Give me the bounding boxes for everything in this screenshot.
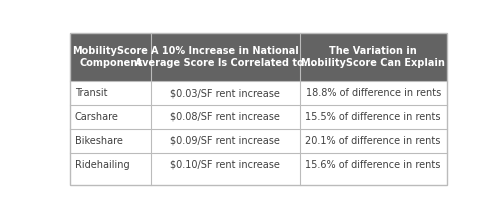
Bar: [70, 153, 151, 177]
Text: The Variation in
MobilityScore Can Explain: The Variation in MobilityScore Can Expla…: [301, 46, 445, 68]
Text: $0.09/SF rent increase: $0.09/SF rent increase: [170, 136, 280, 146]
Text: 18.8% of difference in rents: 18.8% of difference in rents: [305, 88, 441, 98]
Bar: [70, 81, 151, 105]
Bar: [151, 153, 300, 177]
Bar: [70, 105, 151, 129]
Text: A 10% Increase in National
Average Score Is Correlated to...: A 10% Increase in National Average Score…: [136, 46, 316, 68]
Bar: [70, 33, 151, 81]
Text: MobilityScore
Component: MobilityScore Component: [73, 46, 149, 68]
Bar: [300, 105, 447, 129]
Bar: [151, 81, 300, 105]
Text: Bikeshare: Bikeshare: [75, 136, 122, 146]
Bar: [300, 33, 447, 81]
Text: Carshare: Carshare: [75, 112, 118, 122]
Bar: [300, 153, 447, 177]
Bar: [151, 105, 300, 129]
Bar: [300, 81, 447, 105]
Bar: [151, 129, 300, 153]
Text: 20.1% of difference in rents: 20.1% of difference in rents: [305, 136, 441, 146]
Text: 15.6% of difference in rents: 15.6% of difference in rents: [305, 160, 441, 170]
Text: $0.08/SF rent increase: $0.08/SF rent increase: [170, 112, 280, 122]
Text: Transit: Transit: [75, 88, 107, 98]
Text: Ridehailing: Ridehailing: [75, 160, 130, 170]
Bar: [70, 129, 151, 153]
Bar: [300, 129, 447, 153]
Bar: [151, 33, 300, 81]
Text: $0.10/SF rent increase: $0.10/SF rent increase: [170, 160, 280, 170]
Text: $0.03/SF rent increase: $0.03/SF rent increase: [170, 88, 280, 98]
Text: 15.5% of difference in rents: 15.5% of difference in rents: [305, 112, 441, 122]
